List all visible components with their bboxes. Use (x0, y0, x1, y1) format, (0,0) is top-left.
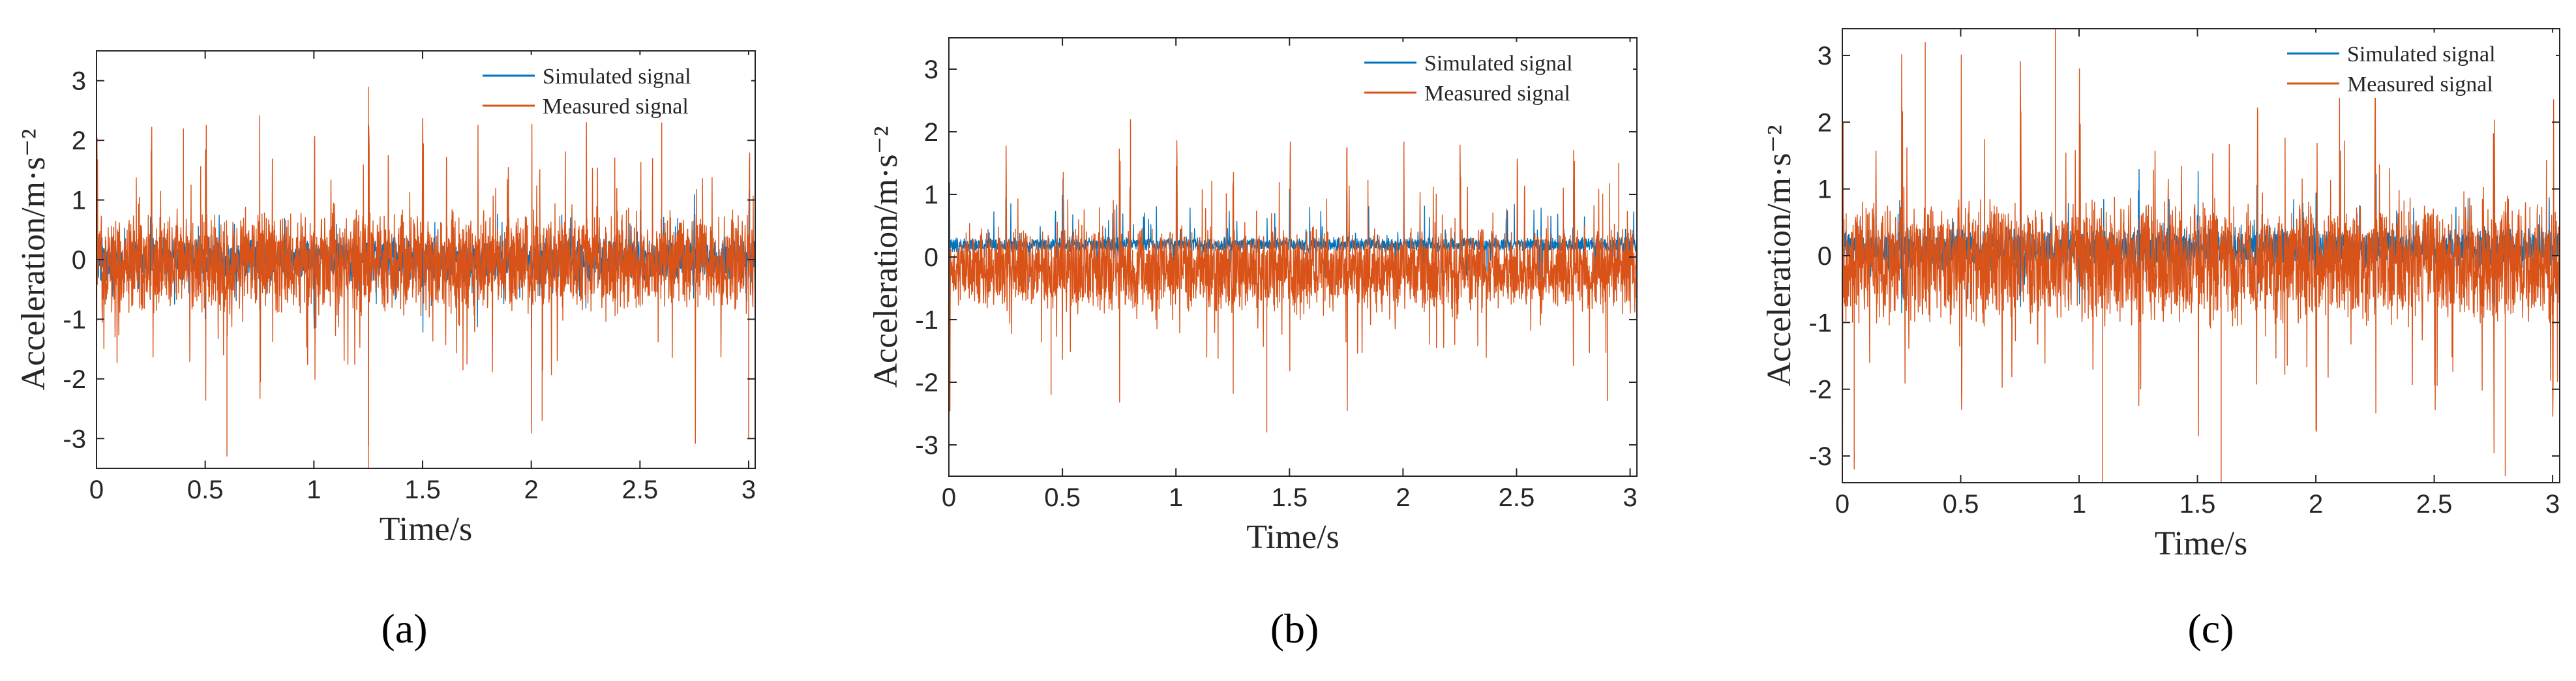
y-tick-label: 1 (924, 181, 938, 209)
legend-label: Measured signal (1424, 82, 1570, 106)
x-axis-label: Time/s (2155, 525, 2248, 562)
x-tick-label: 2.5 (622, 476, 659, 504)
y-tick-label: -1 (63, 305, 86, 334)
x-axis-label: Time/s (1246, 519, 1340, 556)
y-tick-label: 0 (924, 243, 938, 272)
legend: Simulated signal Measured signal (1356, 42, 1633, 107)
y-tick-label: -3 (1808, 442, 1832, 471)
panel-caption: (a) (381, 605, 427, 652)
y-tick-label: -1 (915, 306, 938, 335)
y-tick-label: 3 (72, 67, 86, 96)
x-tick-label: 0.5 (1943, 490, 1979, 519)
y-tick-label: 1 (72, 187, 86, 215)
x-tick-label: 2.5 (2416, 490, 2453, 519)
x-tick-label: 0.5 (187, 476, 224, 504)
x-tick-label: 2 (524, 476, 539, 504)
y-tick-label: 3 (924, 55, 938, 84)
y-tick-label: -3 (915, 431, 938, 460)
y-tick-label: -2 (1808, 376, 1832, 404)
panel-c: 0 0.5 1 1.5 2 2.5 3 -3 -2 -1 0 1 2 3 Time/s Acceleratio… (1761, 28, 2560, 652)
series-line-measured (1842, 29, 2560, 483)
x-tick-label: 3 (2545, 490, 2560, 519)
y-tick-label: -3 (63, 425, 86, 453)
legend-label: Measured signal (2347, 72, 2493, 97)
legend-label: Simulated signal (1424, 52, 1573, 76)
legend-label: Measured signal (543, 95, 689, 119)
panel-b: 0 0.5 1 1.5 2 2.5 3 -3 -2 -1 0 1 2 3 Time/s Acceleratio… (867, 37, 1638, 652)
panel-a: 0 0.5 1 1.5 2 2.5 3 -3 -2 -1 0 1 2 3 Time/s Acceleratio… (15, 50, 756, 652)
y-tick-label: 0 (1818, 242, 1832, 271)
x-tick-label: 2.5 (1499, 483, 1535, 512)
x-tick-label: 0 (89, 476, 104, 504)
legend-box (1356, 42, 1633, 107)
panel-caption: (b) (1270, 605, 1319, 652)
y-tick-label: -1 (1808, 309, 1832, 337)
legend: Simulated signal Measured signal (2279, 33, 2556, 98)
plot-area (949, 119, 1637, 432)
x-tick-label: 1 (307, 476, 321, 504)
legend: Simulated signal Measured signal (475, 55, 751, 120)
y-tick-label: 3 (1818, 42, 1832, 70)
x-tick-label: 1.5 (404, 476, 441, 504)
y-tick-label: 2 (72, 127, 86, 155)
y-tick-label: 1 (1818, 175, 1832, 204)
legend-label: Simulated signal (2347, 42, 2496, 67)
x-tick-label: 3 (1623, 483, 1637, 512)
y-axis-label: Acceleration/m·s⁻² (1761, 125, 1798, 386)
legend-box (475, 55, 751, 120)
plot-area (1842, 29, 2560, 483)
x-tick-label: 0.5 (1044, 483, 1081, 512)
series-line-measured (97, 86, 755, 468)
legend-label: Simulated signal (543, 65, 691, 89)
y-tick-label: 0 (72, 246, 86, 275)
x-tick-label: 3 (741, 476, 756, 504)
x-tick-label: 1.5 (1271, 483, 1308, 512)
y-axis-label: Acceleration/m·s⁻² (15, 129, 52, 390)
x-tick-label: 1 (1169, 483, 1183, 512)
x-axis-label: Time/s (380, 511, 473, 548)
x-tick-label: 0 (1835, 490, 1850, 519)
series-line-measured (949, 119, 1637, 432)
y-tick-label: 2 (924, 118, 938, 147)
panel-caption: (c) (2187, 605, 2234, 652)
x-tick-label: 2 (2309, 490, 2323, 519)
y-tick-label: 2 (1818, 108, 1832, 137)
y-tick-label: -2 (63, 365, 86, 394)
y-tick-label: -2 (915, 369, 938, 397)
x-tick-label: 0 (942, 483, 956, 512)
x-tick-label: 1.5 (2179, 490, 2216, 519)
y-axis-label: Acceleration/m·s⁻² (867, 126, 905, 387)
x-tick-label: 2 (1396, 483, 1410, 512)
legend-box (2279, 33, 2556, 98)
x-tick-label: 1 (2072, 490, 2086, 519)
plot-area (97, 86, 755, 468)
